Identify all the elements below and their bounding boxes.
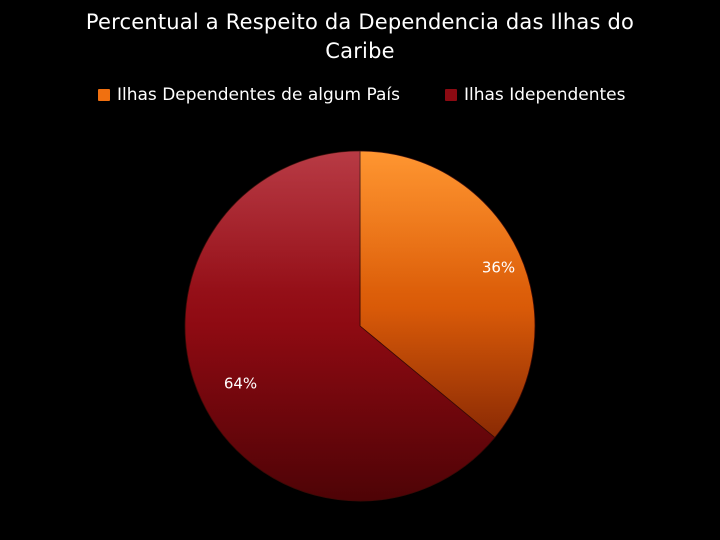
- legend-label-independentes: Ilhas Idependentes: [464, 85, 626, 105]
- legend: Ilhas Dependentes de algum País Ilhas Id…: [0, 84, 720, 108]
- legend-swatch-dependentes: [98, 89, 110, 101]
- slice-label-dependentes: 36%: [482, 258, 515, 276]
- legend-item-dependentes: Ilhas Dependentes de algum País: [98, 84, 400, 106]
- slice-label-independentes: 64%: [224, 375, 257, 393]
- legend-label-dependentes: Ilhas Dependentes de algum País: [117, 85, 400, 105]
- chart-title: Percentual a Respeito da Dependencia das…: [85, 10, 635, 63]
- legend-item-independentes: Ilhas Idependentes: [445, 84, 625, 106]
- legend-swatch-independentes: [445, 89, 457, 101]
